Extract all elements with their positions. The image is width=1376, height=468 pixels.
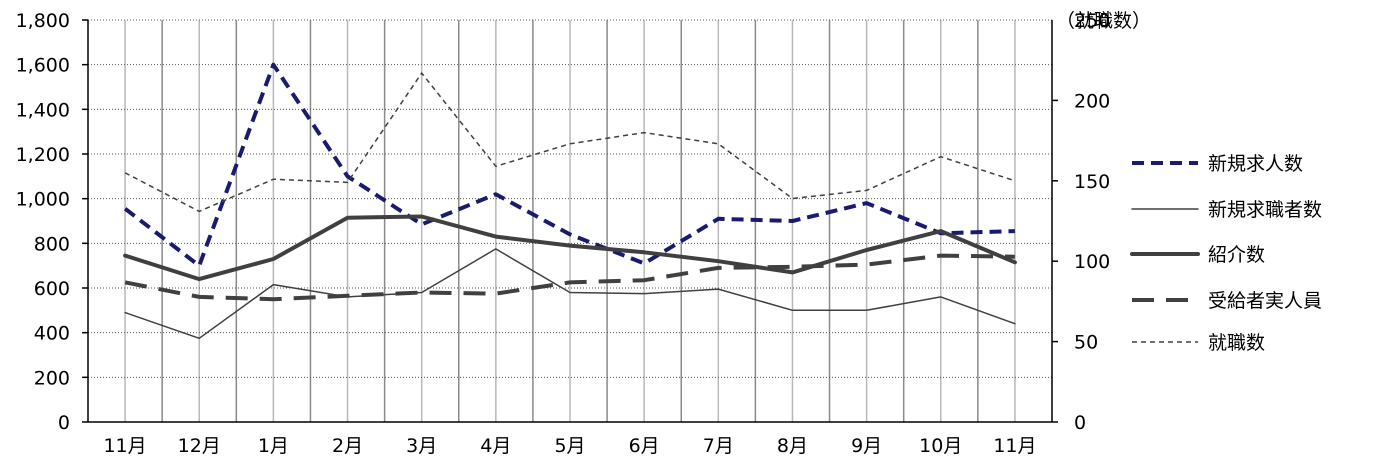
series-line-4 bbox=[124, 253, 1015, 302]
left-axis-tick-label: 1,000 bbox=[16, 189, 70, 211]
x-axis-tick-label: 4月 bbox=[480, 435, 511, 457]
series-line-2 bbox=[124, 248, 1016, 340]
legend-label-5: 就職数 bbox=[1208, 332, 1265, 354]
right-axis-tick-label: 150 bbox=[1074, 171, 1110, 193]
right-axis-tick-label: 200 bbox=[1074, 90, 1110, 112]
x-axis-tick-label: 7月 bbox=[703, 435, 734, 457]
x-axis-tick-label: 11月 bbox=[103, 435, 146, 457]
right-axis-tick-label: 0 bbox=[1074, 412, 1086, 434]
x-axis-tick-label: 6月 bbox=[629, 435, 660, 457]
x-axis-tick-label: 12月 bbox=[178, 435, 221, 457]
left-axis-tick-label: 1,400 bbox=[16, 99, 70, 121]
left-axis-tick-label: 400 bbox=[34, 323, 70, 345]
series-line-5 bbox=[124, 72, 1016, 213]
right-axis-tick-label: 50 bbox=[1074, 332, 1098, 354]
legend-label-3: 紹介数 bbox=[1208, 244, 1265, 266]
series-lines bbox=[123, 62, 1017, 340]
left-axis-tick-label: 1,600 bbox=[16, 55, 70, 77]
x-axis-tick-label: 5月 bbox=[554, 435, 585, 457]
left-axis-tick-label: 1,800 bbox=[16, 10, 70, 32]
x-axis-tick-label: 9月 bbox=[851, 435, 882, 457]
series-line-3 bbox=[123, 214, 1017, 282]
x-axis-tick-label: 10月 bbox=[919, 435, 962, 457]
axes bbox=[82, 19, 1058, 423]
left-axis-tick-label: 200 bbox=[34, 367, 70, 389]
x-axis-tick-label: 1月 bbox=[258, 435, 289, 457]
left-axis-tick-labels: 0 200 400 600 800 1,000 1,200 1,400 1,600 1,800 bbox=[16, 10, 70, 434]
right-axis-unit-label: 250 （就職数） bbox=[1056, 10, 1151, 32]
legend-label-1: 新規求人数 bbox=[1208, 153, 1303, 175]
legend-label-2: 新規求職者数 bbox=[1208, 199, 1322, 221]
x-axis-tick-label: 11月 bbox=[993, 435, 1036, 457]
left-axis-tick-label: 0 bbox=[58, 412, 70, 434]
left-axis-tick-label: 600 bbox=[34, 278, 70, 300]
right-axis-tick-label: 100 bbox=[1074, 251, 1110, 273]
right-axis-tick-labels: 0 50 100 150 200 bbox=[1074, 90, 1110, 434]
left-axis-tick-label: 800 bbox=[34, 233, 70, 255]
x-axis-tick-label: 2月 bbox=[332, 435, 363, 457]
legend-label-4: 受給者実人員 bbox=[1208, 290, 1322, 312]
left-axis-tick-label: 1,200 bbox=[16, 144, 70, 166]
x-axis-tick-label: 8月 bbox=[777, 435, 808, 457]
x-axis-tick-label: 3月 bbox=[406, 435, 437, 457]
right-axis-title: （就職数） bbox=[1056, 10, 1151, 32]
x-axis-tick-labels: 11月 12月 1月 2月 3月 4月 5月 6月 7月 8月 9月 10月 11月 bbox=[103, 435, 1036, 457]
series-line-1 bbox=[123, 62, 1015, 268]
right-axis-top-tick-label: 250 bbox=[1074, 10, 1110, 32]
